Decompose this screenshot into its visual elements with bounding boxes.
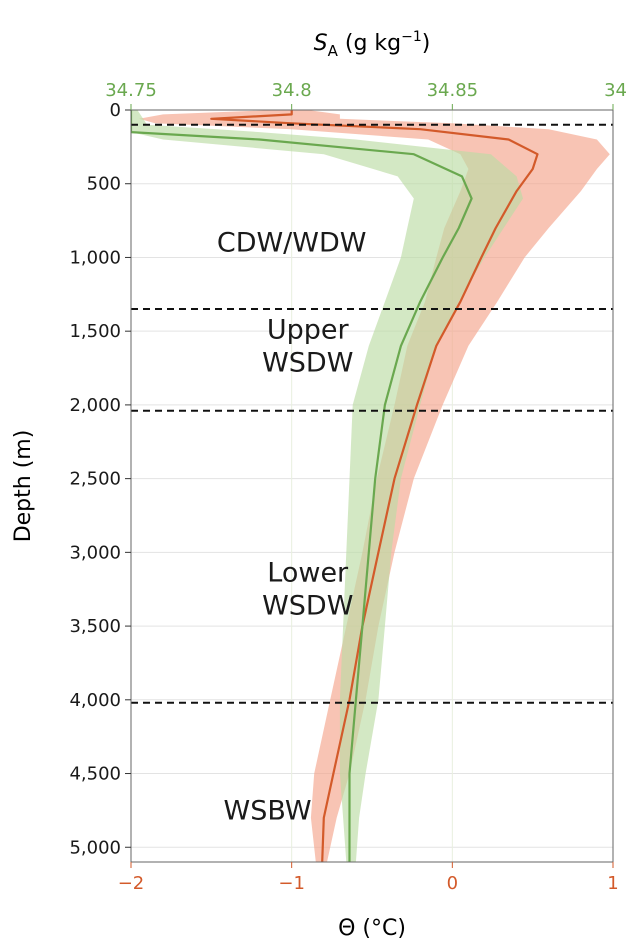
- water-mass-label: Lower: [267, 558, 349, 589]
- water-mass-boundaries: [131, 123, 613, 704]
- plot-border: [130, 109, 614, 863]
- y-tick-label: 500: [87, 174, 121, 195]
- water-mass-label: CDW/WDW: [217, 228, 367, 259]
- bottom-tick-label: −1: [278, 873, 305, 894]
- water-mass-label: WSDW: [262, 591, 353, 622]
- top-tick-label: 34: [604, 80, 627, 101]
- bottom-tick-label: −2: [118, 873, 145, 894]
- y-tick-label: 3,000: [69, 542, 121, 563]
- y-tick-label: 1,000: [69, 247, 121, 268]
- bottom-tick-label: 0: [447, 873, 458, 894]
- top-axis-title-sup: −1: [401, 29, 422, 45]
- bottom-axis-title: Θ (°C): [338, 916, 406, 941]
- confidence-bands: [131, 110, 610, 862]
- bottom-tick-label: 1: [607, 873, 618, 894]
- temperature-band: [139, 110, 610, 862]
- axis-ticks: 0 500 1,000 1,500 2,000 2,500 3,000 3,500 4,000 4…: [69, 80, 627, 894]
- y-tick-label: 0: [110, 100, 121, 121]
- top-tick-label: 34.75: [105, 80, 157, 101]
- top-tick-label: 34.8: [272, 80, 312, 101]
- top-tick-label: 34.85: [427, 80, 479, 101]
- y-axis-title: Depth (m): [11, 430, 36, 543]
- y-tick-label: 5,000: [69, 837, 121, 858]
- temperature-mean-line: [210, 110, 539, 862]
- y-tick-label: 1,500: [69, 321, 121, 342]
- plot-frame: [130, 109, 614, 863]
- salinity-band: [131, 110, 523, 862]
- y-tick-label: 4,000: [69, 690, 121, 711]
- water-mass-label: WSDW: [262, 347, 353, 378]
- top-axis-title-unit-post: ): [422, 31, 431, 56]
- y-tick-label: 2,500: [69, 469, 121, 490]
- y-tick-label: 2,000: [69, 395, 121, 416]
- top-axis-title: SA (g kg−1): [314, 29, 431, 60]
- top-axis-title-sub: A: [328, 42, 339, 60]
- top-axis-title-main: S: [314, 31, 328, 56]
- top-axis-title-unit-pre: (g kg: [338, 31, 401, 56]
- water-mass-label: WSBW: [224, 795, 312, 826]
- y-tick-label: 3,500: [69, 616, 121, 637]
- y-tick-label: 4,500: [69, 764, 121, 785]
- salinity-mean-line: [131, 110, 473, 862]
- water-mass-label: Upper: [267, 314, 350, 345]
- series-lines: [131, 110, 539, 862]
